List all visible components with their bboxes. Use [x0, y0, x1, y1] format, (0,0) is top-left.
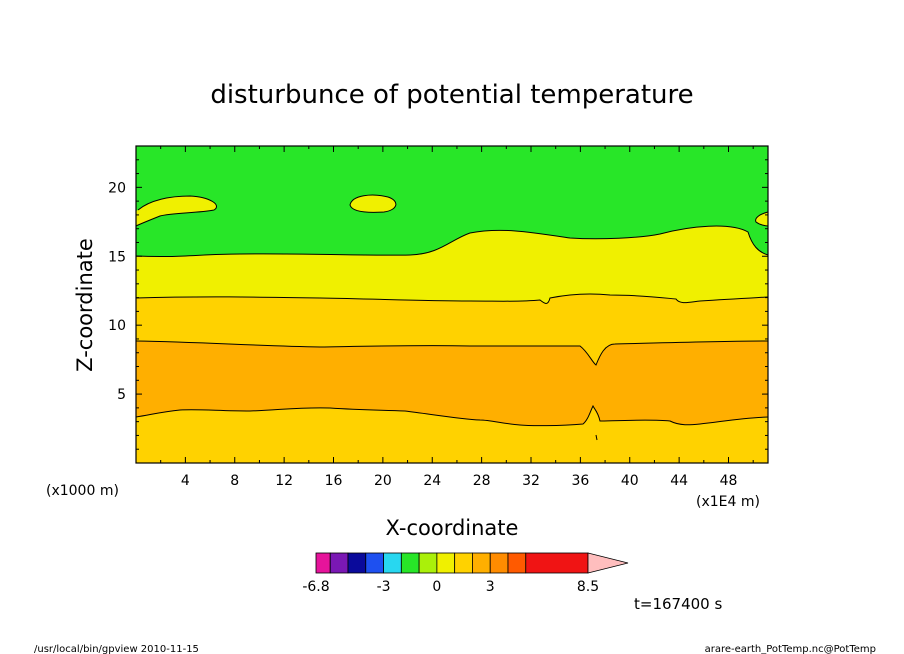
x-tick-label: 36 [571, 473, 589, 489]
colorbar-swatch [329, 552, 349, 574]
y-axis-label: Z-coordinate [73, 238, 97, 372]
colorbar-swatch [418, 552, 438, 574]
y-tick-label: 20 [108, 180, 126, 196]
x-tick-label: 12 [275, 473, 293, 489]
colorbar-extension-arrow [587, 552, 629, 574]
x-tick-label: 24 [423, 473, 441, 489]
plot-frame [135, 145, 769, 464]
colorbar-swatch [400, 552, 420, 574]
y-tick-label: 10 [108, 318, 126, 334]
x-tick-label: 20 [374, 473, 392, 489]
colorbar-swatch [347, 552, 367, 574]
x-axis-label: X-coordinate [386, 516, 519, 540]
x-unit-note: (x1E4 m) [696, 494, 760, 510]
y-axis: 5 10 15 20 [108, 159, 768, 450]
colorbar-label: 8.5 [577, 579, 599, 595]
y-unit-note: (x1000 m) [46, 483, 119, 499]
colorbar: -6.8 -3 0 3 8.5 [302, 552, 629, 595]
y-tick-label: 5 [117, 387, 126, 403]
chart-title: disturbunce of potential temperature [210, 80, 693, 110]
colorbar-label: -3 [377, 579, 391, 595]
x-tick-label: 8 [230, 473, 239, 489]
colorbar-swatch [489, 552, 509, 574]
colorbar-swatch [472, 552, 491, 574]
colorbar-swatch [454, 552, 473, 574]
colorbar-label: -6.8 [302, 579, 329, 595]
colorbar-swatch [507, 552, 527, 574]
band-yellow-blob [350, 195, 396, 213]
colorbar-label: 0 [432, 579, 441, 595]
colorbar-swatch [436, 552, 456, 574]
footer-left: /usr/local/bin/gpview 2010-11-15 [34, 644, 199, 654]
y-tick-label: 15 [108, 249, 126, 265]
x-tick-label: 48 [720, 473, 738, 489]
x-tick-label: 28 [473, 473, 491, 489]
band-yellow-blob [755, 212, 768, 226]
colorbar-swatch [383, 552, 402, 574]
colorbar-swatch [315, 552, 331, 574]
colorbar-swatch [365, 552, 384, 574]
colorbar-swatch [525, 552, 589, 574]
x-tick-label: 16 [325, 473, 343, 489]
colorbar-label: 3 [486, 579, 495, 595]
x-tick-label: 40 [621, 473, 639, 489]
band-orange [136, 341, 768, 426]
x-axis: 4 8 12 16 20 24 28 32 36 40 44 48 [160, 146, 754, 489]
contour-lines [135, 194, 769, 441]
time-label: t=167400 s [634, 595, 722, 613]
footer-right: arare-earth_PotTemp.nc@PotTemp [705, 644, 876, 654]
band-yellow-blob [136, 196, 217, 226]
x-tick-label: 44 [670, 473, 688, 489]
x-tick-label: 32 [522, 473, 540, 489]
x-tick-label: 4 [181, 473, 190, 489]
